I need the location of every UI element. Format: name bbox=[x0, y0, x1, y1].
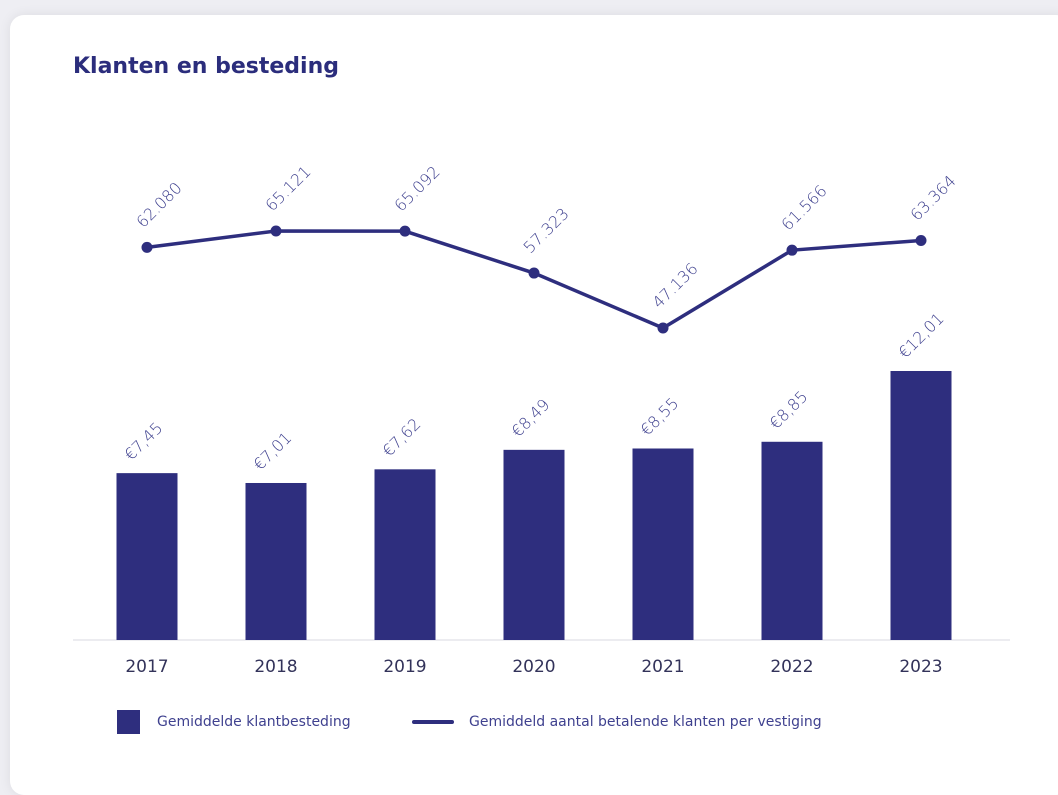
line-point bbox=[141, 241, 153, 253]
legend-swatch bbox=[117, 710, 140, 734]
line-value-label: 62.080 bbox=[133, 178, 186, 231]
bar-value-label: €7,01 bbox=[250, 428, 296, 474]
bar-value-label: €12,01 bbox=[895, 309, 948, 362]
line-point bbox=[270, 225, 282, 237]
bar-value-label: €8,55 bbox=[637, 394, 683, 440]
line-value-label: 57.323 bbox=[520, 204, 573, 257]
line-point bbox=[528, 267, 540, 279]
bar-value-label: €8,49 bbox=[508, 395, 554, 441]
line-point bbox=[399, 225, 411, 237]
bar bbox=[761, 441, 823, 640]
bar bbox=[374, 469, 436, 640]
x-tick-label: 2020 bbox=[512, 657, 555, 677]
line-value-label: 47.136 bbox=[649, 259, 702, 312]
bar bbox=[503, 449, 565, 640]
line-point bbox=[915, 234, 927, 246]
line-point bbox=[657, 322, 669, 334]
legend-label: Gemiddelde klantbesteding bbox=[157, 714, 351, 730]
x-tick-label: 2017 bbox=[125, 657, 168, 677]
x-tick-label: 2019 bbox=[383, 657, 426, 677]
bar bbox=[116, 473, 178, 640]
bar bbox=[890, 371, 952, 640]
line-value-label: 63.364 bbox=[907, 171, 960, 224]
x-tick-label: 2023 bbox=[899, 657, 942, 677]
line-point bbox=[786, 244, 798, 256]
bar bbox=[632, 448, 694, 640]
card bbox=[10, 15, 1058, 795]
x-tick-label: 2022 bbox=[770, 657, 813, 677]
bar bbox=[245, 482, 307, 640]
x-tick-label: 2021 bbox=[641, 657, 684, 677]
x-tick-label: 2018 bbox=[254, 657, 297, 677]
line-value-label: 61.566 bbox=[778, 181, 831, 234]
line-value-label: 65.092 bbox=[391, 162, 444, 215]
bar-value-label: €8,85 bbox=[766, 387, 812, 433]
line-value-label: 65.121 bbox=[262, 162, 315, 215]
legend-label: Gemiddeld aantal betalende klanten per v… bbox=[469, 714, 822, 730]
bar-value-label: €7,45 bbox=[121, 418, 167, 464]
bar-value-label: €7,62 bbox=[379, 415, 425, 461]
chart-title: Klanten en besteding bbox=[73, 54, 339, 79]
chart: Klanten en besteding 2017 2018 2019 2020 202… bbox=[73, 54, 1010, 734]
